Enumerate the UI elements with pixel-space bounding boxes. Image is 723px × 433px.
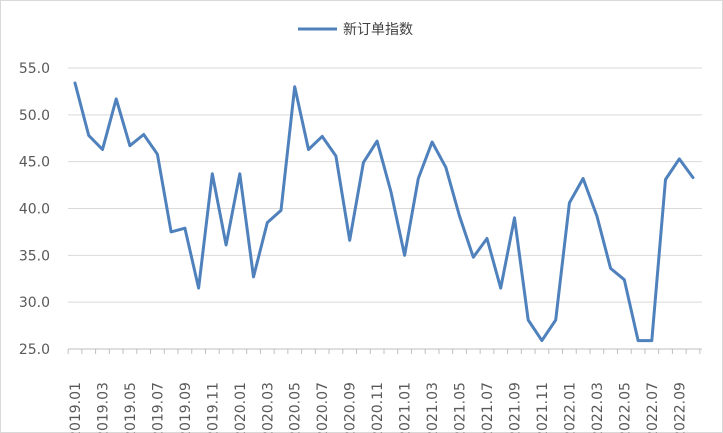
x-tick-label: 2021.07: [480, 382, 496, 433]
y-tick-label: 45.0: [19, 155, 50, 171]
x-tick-label: 2020.11: [370, 382, 386, 433]
y-tick-label: 25.0: [19, 342, 50, 358]
x-tick-label: 2021.11: [535, 382, 551, 433]
data-point: [225, 244, 227, 246]
x-tick-label: 2019.09: [178, 382, 194, 433]
data-point: [143, 134, 145, 136]
data-point: [74, 82, 76, 84]
data-point: [610, 267, 612, 269]
data-point: [115, 98, 117, 100]
series-layer: [73, 81, 695, 343]
x-tick-label: 2020.05: [288, 382, 304, 433]
y-axis-tick-labels: 25.0 30.0 35.0 40.0 45.0 50.0 55.0: [19, 61, 50, 358]
data-point: [596, 215, 598, 217]
x-tick-label: 2022.03: [590, 382, 606, 433]
x-tick-label: 2021.03: [425, 382, 441, 433]
x-tick-label: 2019.03: [95, 382, 111, 433]
x-tick-label: 2020.07: [315, 382, 331, 433]
data-point: [692, 177, 694, 179]
data-point: [623, 279, 625, 281]
legend-label: 新订单指数: [343, 22, 413, 38]
data-point: [376, 140, 378, 142]
data-point: [665, 178, 667, 180]
x-tick-label: 2022.05: [617, 382, 633, 433]
x-tick-label: 2021.01: [398, 382, 414, 433]
x-tick-label: 2019.07: [150, 382, 166, 433]
y-tick-label: 50.0: [19, 108, 50, 124]
y-tick-label: 55.0: [19, 61, 50, 77]
data-point: [211, 173, 213, 175]
x-tick-label: 2019.11: [205, 382, 221, 433]
data-point: [101, 148, 103, 150]
data-point: [266, 222, 268, 224]
data-point: [582, 178, 584, 180]
x-tick-label: 2022.07: [645, 382, 661, 433]
data-point: [88, 134, 90, 136]
x-tick-label: 2019.01: [68, 382, 84, 433]
legend: 新订单指数: [298, 22, 413, 38]
data-point: [253, 276, 255, 278]
data-point: [390, 191, 392, 193]
x-axis-tick-labels: 2019.01 2019.03 2019.05 2019.07 2019.09 2019.…: [68, 382, 688, 433]
data-point: [445, 166, 447, 168]
data-point: [198, 287, 200, 289]
data-point: [239, 173, 241, 175]
data-point: [129, 145, 131, 147]
x-tick-label: 2020.03: [260, 382, 276, 433]
x-axis: [67, 348, 702, 354]
data-point: [335, 155, 337, 157]
x-tick-label: 2020.09: [343, 382, 359, 433]
data-point: [527, 319, 529, 321]
x-tick-label: 2020.01: [233, 382, 249, 433]
x-tick-label: 2021.05: [453, 382, 469, 433]
data-point: [568, 202, 570, 204]
data-point: [417, 178, 419, 180]
series-line: [73, 81, 695, 343]
data-point: [184, 227, 186, 229]
data-point: [156, 153, 158, 155]
y-tick-label: 35.0: [19, 248, 50, 264]
data-point: [362, 162, 364, 164]
data-point: [500, 287, 502, 289]
data-point: [678, 158, 680, 160]
data-point: [431, 141, 433, 143]
data-point: [651, 340, 653, 342]
gridlines: [68, 67, 702, 303]
data-point: [321, 135, 323, 137]
data-point: [404, 254, 406, 256]
y-tick-label: 30.0: [19, 295, 50, 311]
data-point: [637, 340, 639, 342]
y-tick-label: 40.0: [19, 202, 50, 218]
x-tick-label: 2022.09: [672, 382, 688, 433]
data-point: [307, 148, 309, 150]
data-point: [486, 237, 488, 239]
data-point: [170, 231, 172, 233]
data-point: [472, 256, 474, 258]
data-point: [513, 217, 515, 219]
x-tick-label: 2019.05: [123, 382, 139, 433]
data-point: [280, 209, 282, 211]
data-point: [294, 86, 296, 88]
data-point: [541, 340, 543, 342]
data-point: [555, 319, 557, 321]
x-tick-label: 2022.01: [562, 382, 578, 433]
x-tick-label: 2021.09: [507, 382, 523, 433]
data-point: [349, 239, 351, 241]
data-point: [459, 215, 461, 217]
